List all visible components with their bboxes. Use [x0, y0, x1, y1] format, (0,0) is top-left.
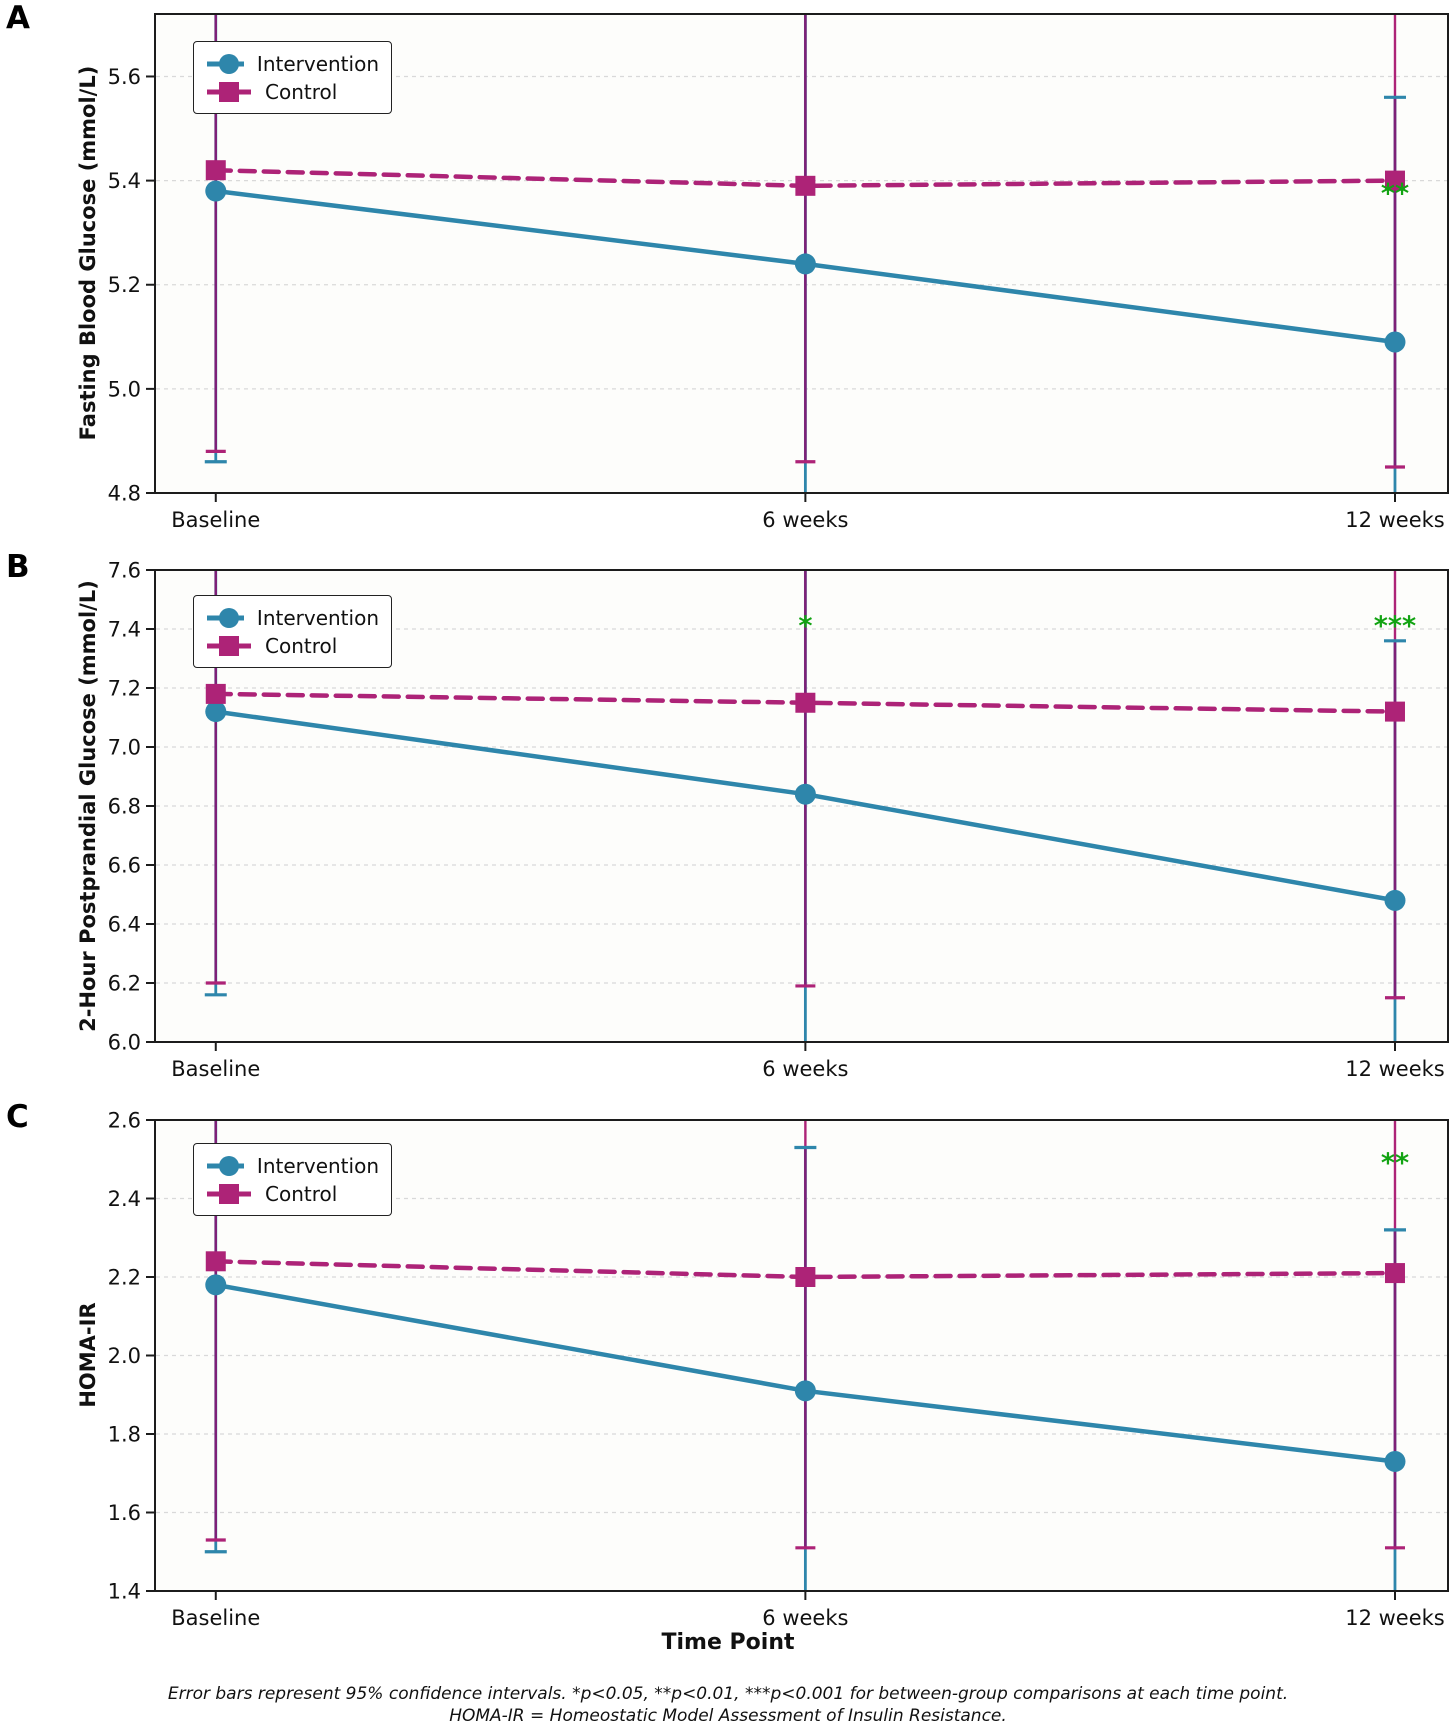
y-axis-label-c: HOMA-IR [76, 1302, 100, 1408]
y-axis-label-b: 2-Hour Postprandial Glucose (mmol/L) [76, 580, 100, 1032]
marker-control [795, 692, 816, 713]
x-tick-label: Baseline [171, 1606, 260, 1630]
marker-intervention [1384, 889, 1406, 911]
y-tick-label: 2.6 [108, 1109, 141, 1133]
legend-sample-marker [219, 607, 239, 628]
y-tick-label: 5.4 [108, 169, 141, 193]
panel-border [154, 1119, 1449, 1592]
y-tick-label: 6.4 [108, 913, 141, 937]
significance-marker: ** [1381, 1148, 1409, 1179]
y-tick-label: 7.0 [108, 736, 141, 760]
panel-letter-a: A [6, 0, 30, 36]
marker-control [795, 175, 816, 196]
legend-sample-marker [219, 53, 239, 74]
legend-sample-marker [219, 1183, 239, 1204]
x-tick-label: Baseline [171, 508, 260, 532]
legend-sample-marker [219, 635, 239, 656]
legend-item-intervention: Intervention [206, 604, 379, 631]
legend-item-control: Control [206, 1180, 379, 1207]
y-tick-label: 6.8 [108, 795, 141, 819]
significance-marker: ** [1381, 179, 1409, 210]
figure-caption-line2: HOMA-IR = Homeostatic Model Assessment o… [449, 1706, 1007, 1724]
marker-control [205, 1251, 226, 1272]
marker-intervention [794, 1380, 816, 1402]
y-tick-label: 7.2 [108, 677, 141, 701]
legend-marker-intervention [207, 607, 244, 628]
legend-label: Intervention [256, 605, 379, 630]
y-tick-label: 6.0 [108, 1031, 141, 1055]
y-tick-label: 6.6 [108, 854, 141, 878]
legend-label: Intervention [256, 1153, 379, 1178]
legend-label: Control [265, 79, 338, 104]
marker-control [1384, 170, 1405, 191]
legend-marker-intervention [207, 1155, 244, 1176]
marker-intervention [205, 701, 227, 723]
x-tick-label: 6 weeks [762, 1057, 848, 1081]
legend-marker-control [207, 635, 251, 656]
panel-border [154, 569, 1449, 1043]
legend-sample-marker [219, 1155, 239, 1176]
legend-item-control: Control [206, 632, 379, 659]
marker-intervention [1384, 1450, 1406, 1472]
marker-control [795, 1267, 816, 1287]
significance-marker: * [798, 611, 812, 642]
y-tick-label: 2.4 [108, 1187, 141, 1211]
marker-intervention [205, 180, 227, 202]
y-tick-label: 4.8 [108, 482, 141, 506]
x-tick-label: Baseline [171, 1057, 260, 1081]
marker-intervention [794, 253, 816, 275]
x-tick-label: 12 weeks [1345, 1606, 1445, 1630]
y-tick-label: 2.2 [108, 1266, 141, 1290]
legend-marker-control [207, 81, 251, 102]
y-tick-label: 1.6 [108, 1501, 141, 1525]
y-tick-label: 1.8 [108, 1423, 141, 1447]
significance-marker: *** [1374, 611, 1416, 642]
legend-marker-control [207, 1183, 251, 1204]
x-tick-label: 12 weeks [1345, 1057, 1445, 1081]
y-tick-label: 5.6 [108, 65, 141, 89]
x-axis-label: Time Point [661, 1630, 795, 1655]
legend-sample-marker [219, 81, 239, 102]
marker-intervention [794, 783, 816, 805]
marker-control [1384, 1263, 1405, 1284]
marker-intervention [205, 1274, 227, 1296]
y-tick-label: 6.2 [108, 972, 141, 996]
legend-label: Intervention [256, 51, 379, 76]
legend-marker-intervention [207, 53, 244, 74]
legend-label: Control [265, 1181, 338, 1206]
y-tick-label: 5.2 [108, 273, 141, 297]
marker-control [1384, 701, 1405, 722]
y-tick-label: 7.4 [108, 618, 141, 642]
legend-label: Control [265, 633, 338, 658]
y-tick-label: 7.6 [108, 559, 141, 583]
legend-panel-c: Intervention Control [193, 1143, 392, 1216]
y-tick-label: 1.4 [108, 1580, 141, 1604]
marker-control [205, 160, 226, 181]
panel-border [154, 13, 1449, 494]
marker-intervention [1384, 331, 1406, 353]
panel-letter-c: C [6, 1099, 29, 1135]
x-tick-label: 12 weeks [1345, 508, 1445, 532]
legend-item-control: Control [206, 78, 379, 105]
panel-letter-b: B [6, 549, 30, 585]
legend-item-intervention: Intervention [206, 50, 379, 77]
legend-panel-a: Intervention Control [193, 41, 392, 114]
y-axis-label-a: Fasting Blood Glucose (mmol/L) [76, 65, 100, 441]
x-tick-label: 6 weeks [762, 1606, 848, 1630]
marker-control [205, 683, 226, 704]
y-tick-label: 5.0 [108, 377, 141, 401]
legend-panel-b: Intervention Control [193, 595, 392, 668]
x-tick-label: 6 weeks [762, 508, 848, 532]
figure-caption-line1: Error bars represent 95% confidence inte… [167, 1684, 1289, 1704]
legend-item-intervention: Intervention [206, 1152, 379, 1179]
y-tick-label: 2.0 [108, 1344, 141, 1368]
